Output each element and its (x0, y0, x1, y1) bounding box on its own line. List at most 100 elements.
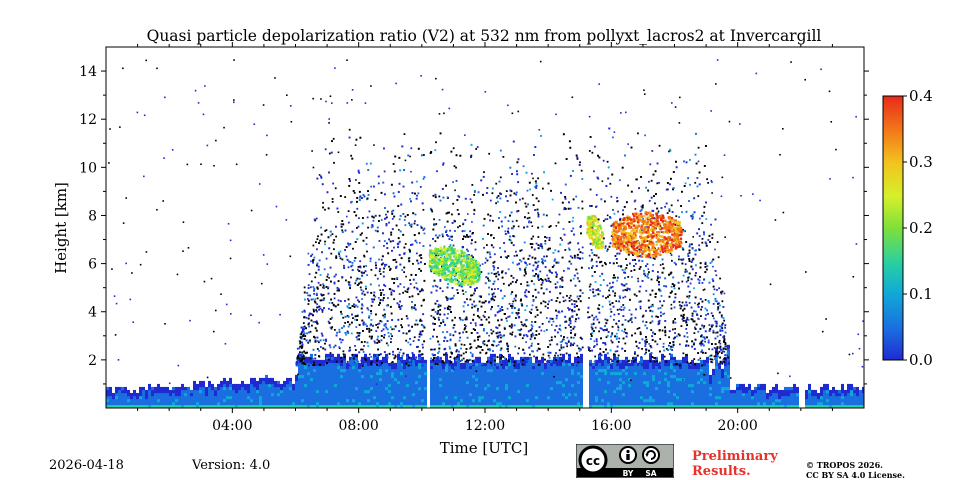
noise-point (365, 243, 368, 246)
heat-cell (559, 395, 562, 400)
heat-cell (478, 401, 481, 406)
heat-cell (343, 395, 346, 400)
heat-cell (355, 368, 358, 373)
heat-cell (499, 392, 502, 397)
noise-point (479, 360, 481, 363)
heat-cell (517, 380, 520, 385)
heat-cell (610, 380, 613, 385)
heat-cell (346, 380, 349, 385)
heat-cell (244, 398, 247, 403)
noise-point (693, 287, 695, 290)
heat-cell (703, 374, 706, 379)
heat-cell (436, 359, 439, 364)
noise-point (658, 144, 661, 147)
heat-cell (418, 365, 421, 370)
heat-cell (850, 395, 853, 400)
noise-point (684, 268, 687, 271)
heat-cell (631, 401, 634, 406)
noise-point (391, 289, 394, 292)
heat-cell (418, 392, 421, 397)
heat-cell (697, 401, 700, 406)
heat-cell (589, 386, 592, 391)
heat-cell (316, 359, 319, 364)
heat-cell (613, 404, 616, 408)
heat-cell (661, 380, 664, 385)
heat-cell (502, 389, 505, 394)
heat-cell (148, 398, 151, 403)
heat-cell (352, 371, 355, 376)
heat-cell (622, 386, 625, 391)
heat-cell (544, 398, 547, 403)
heat-cell (655, 362, 658, 367)
heat-cell (676, 392, 679, 397)
heat-cell (724, 362, 727, 367)
heat-cell (529, 359, 532, 364)
noise-point (693, 342, 696, 344)
heat-cell (610, 401, 613, 406)
heat-cell (286, 404, 289, 408)
heat-cell (715, 395, 718, 400)
heat-cell (748, 392, 751, 397)
heat-cell (412, 353, 415, 358)
heat-cell (592, 365, 595, 370)
heat-cell (442, 365, 445, 370)
heat-cell (859, 392, 862, 397)
noise-point (636, 327, 639, 330)
heat-cell (304, 377, 307, 382)
heat-cell (652, 386, 655, 391)
noise-point (682, 228, 685, 231)
heat-cell (631, 377, 634, 382)
heat-cell (856, 395, 859, 400)
heat-cell (850, 398, 853, 403)
heat-cell (301, 386, 304, 391)
heat-cell (472, 401, 475, 406)
heat-cell (547, 389, 550, 394)
heat-cell (622, 389, 625, 394)
heat-cell (655, 374, 658, 379)
heat-cell (460, 377, 463, 382)
heat-cell (739, 392, 742, 397)
heat-cell (325, 392, 328, 397)
heat-cell (622, 377, 625, 382)
noise-point (455, 359, 458, 362)
heat-cell (319, 374, 322, 379)
heat-cell (352, 362, 355, 367)
noise-point (521, 337, 524, 340)
heat-cell (172, 392, 175, 397)
heat-cell (712, 398, 715, 403)
heat-cell (598, 401, 601, 406)
heat-cell (790, 386, 793, 391)
heat-cell (577, 404, 580, 408)
heat-cell (340, 386, 343, 391)
heat-cell (607, 371, 610, 376)
heat-cell (277, 401, 280, 406)
noise-point (463, 328, 466, 331)
heat-cell (670, 353, 673, 358)
heat-cell (286, 383, 289, 388)
heat-cell (742, 383, 745, 388)
heat-cell (688, 386, 691, 391)
heat-cell (256, 404, 259, 408)
heat-cell (577, 401, 580, 406)
heat-cell (571, 365, 574, 370)
heat-cell (733, 401, 736, 406)
heat-cell (307, 368, 310, 373)
heat-cell (694, 392, 697, 397)
heat-cell (661, 374, 664, 379)
heat-cell (535, 392, 538, 397)
heat-cell (760, 392, 763, 397)
heat-cell (430, 377, 433, 382)
heat-cell (484, 398, 487, 403)
heat-cell (727, 344, 730, 349)
heat-cell (592, 374, 595, 379)
heat-cell (574, 398, 577, 403)
noise-point (442, 321, 445, 323)
heat-cell (379, 386, 382, 391)
heat-cell (595, 362, 598, 367)
heat-cell (526, 371, 529, 376)
noise-point (469, 198, 472, 201)
heat-cell (235, 383, 238, 388)
heat-cell (487, 398, 490, 403)
heat-cell (151, 389, 154, 394)
heat-cell (727, 374, 730, 379)
